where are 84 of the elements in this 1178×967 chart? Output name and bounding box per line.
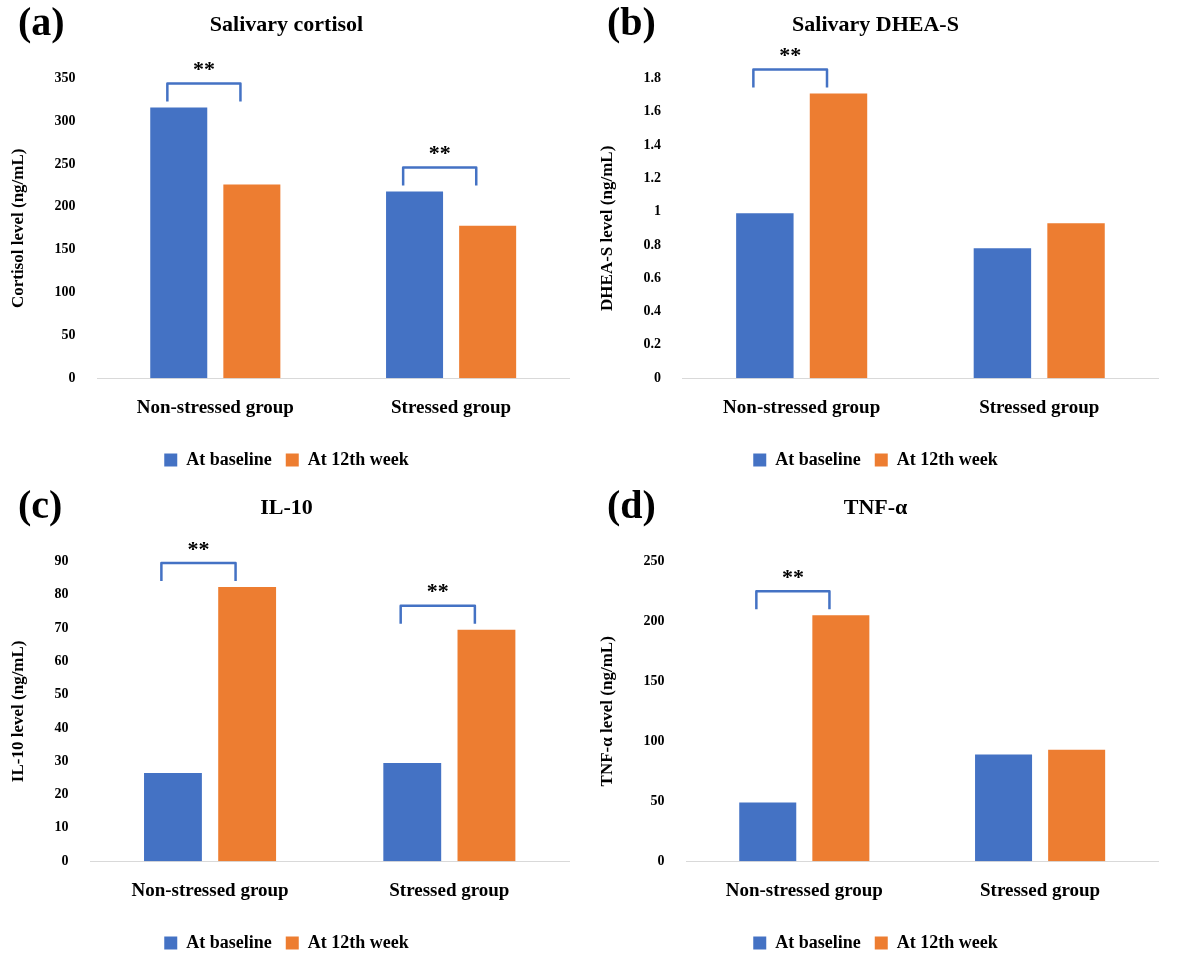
x-tick-label: Non-stressed group — [136, 395, 294, 417]
legend-label: At baseline — [775, 931, 861, 952]
y-tick-label: 10 — [54, 819, 69, 835]
annotation: ** — [428, 140, 451, 166]
bar — [457, 629, 516, 862]
legend-label: At baseline — [775, 448, 861, 469]
bar — [386, 191, 444, 379]
legend-label: At 12th week — [896, 448, 998, 469]
text: ** — [779, 42, 802, 68]
y-tick-label: 0 — [653, 369, 661, 385]
y-tick-label: 1.8 — [643, 70, 661, 86]
text: (d) — [607, 482, 656, 527]
y-tick-label: 50 — [650, 792, 665, 808]
bar — [973, 248, 1032, 379]
x-tick-label: Non-stressed group — [723, 395, 881, 417]
bar — [459, 225, 517, 379]
bar — [223, 184, 281, 379]
y-tick-label: 150 — [54, 241, 76, 257]
y-tick-label: 1.6 — [643, 103, 661, 119]
text: (b) — [607, 0, 656, 44]
chart-title: Salivary cortisol — [209, 10, 364, 36]
y-tick-label: 200 — [54, 198, 76, 214]
y-tick-label: 20 — [54, 786, 69, 802]
annotation: ** — [187, 535, 210, 561]
y-tick-label: 0 — [61, 852, 69, 868]
bar — [975, 754, 1033, 862]
bar — [144, 772, 202, 862]
chart-title: Salivary DHEA-S — [792, 10, 959, 36]
legend-label: At 12th week — [307, 448, 409, 469]
y-tick-label: 200 — [643, 612, 665, 628]
bar — [383, 762, 442, 862]
y-tick-label: 1.2 — [643, 169, 661, 185]
legend-label: At baseline — [186, 931, 272, 952]
text: (a) — [18, 0, 65, 44]
bar — [736, 213, 794, 379]
y-tick-label: 70 — [54, 619, 69, 635]
y-tick-label: 40 — [54, 719, 69, 735]
bar — [150, 107, 208, 379]
bar — [739, 802, 797, 862]
legend-label: At baseline — [186, 448, 272, 469]
annotation: ** — [192, 56, 215, 82]
y-tick-label: 80 — [54, 586, 69, 602]
chart-title: IL-10 — [260, 493, 313, 519]
y-tick-label: 90 — [54, 553, 69, 569]
y-tick-label: 150 — [643, 672, 665, 688]
y-tick-label: 0.6 — [643, 269, 661, 285]
y-tick-label: 100 — [643, 732, 665, 748]
y-tick-label: 350 — [54, 70, 76, 86]
x-tick-label: Stressed group — [980, 878, 1101, 900]
legend-label: At 12th week — [307, 931, 409, 952]
chart-title: TNF-α — [843, 493, 909, 519]
bar — [1047, 223, 1105, 379]
y-tick-label: 0.4 — [643, 303, 661, 319]
legend-label: At 12th week — [896, 931, 998, 952]
x-tick-label: Stressed group — [979, 395, 1100, 417]
annotation: ** — [426, 578, 449, 604]
y-tick-label: 0.2 — [643, 336, 661, 352]
y-tick-label: 60 — [54, 652, 69, 668]
y-axis-title: TNF-α level (ng/mL) — [596, 636, 616, 787]
y-axis-title: Cortisol level (ng/mL) — [7, 148, 27, 309]
x-tick-label: Non-stressed group — [131, 878, 289, 900]
bar — [809, 93, 868, 379]
bar — [1048, 749, 1106, 862]
annotation: ** — [781, 564, 804, 590]
x-tick-label: Stressed group — [391, 395, 512, 417]
y-tick-label: 30 — [54, 752, 69, 768]
x-tick-label: Non-stressed group — [725, 878, 883, 900]
y-tick-label: 0 — [657, 852, 665, 868]
y-axis-title: IL-10 level (ng/mL) — [7, 640, 27, 783]
y-tick-label: 250 — [643, 553, 665, 569]
y-tick-label: 0 — [68, 369, 76, 385]
y-tick-label: 300 — [54, 112, 76, 128]
y-tick-label: 0.8 — [643, 236, 661, 252]
y-tick-label: 1 — [653, 203, 661, 219]
y-tick-label: 50 — [54, 686, 69, 702]
y-tick-label: 50 — [61, 326, 76, 342]
x-tick-label: Stressed group — [389, 878, 510, 900]
y-tick-label: 100 — [54, 284, 76, 300]
y-axis-title: DHEA-S level (ng/mL) — [596, 145, 616, 311]
text: (c) — [18, 482, 63, 527]
bar — [218, 587, 277, 862]
y-tick-label: 1.4 — [643, 136, 661, 152]
bar — [812, 615, 870, 862]
y-tick-label: 250 — [54, 155, 76, 171]
